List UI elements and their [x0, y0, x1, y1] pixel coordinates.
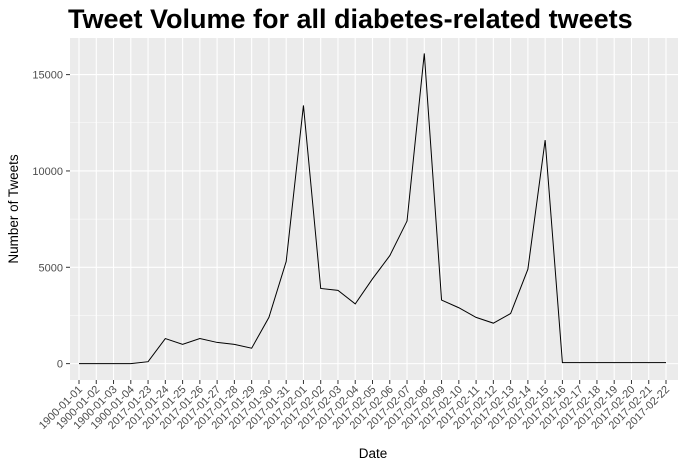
y-tick-label: 15000 [32, 70, 63, 82]
x-axis: 1900-01-011900-01-021900-01-031900-01-04… [37, 380, 672, 432]
series-line [79, 53, 666, 365]
chart-title: Tweet Volume for all diabetes-related tw… [68, 4, 633, 34]
y-axis-title: Number of Tweets [6, 154, 21, 264]
plot-panel [70, 38, 678, 380]
gridlines-minor [70, 122, 678, 316]
y-axis: 0 5000 10000 15000 [32, 70, 70, 371]
y-tick-label: 0 [57, 359, 63, 371]
x-axis-title: Date [359, 446, 388, 461]
gridlines-major [70, 38, 678, 380]
y-tick-label: 5000 [39, 262, 63, 274]
y-tick-label: 10000 [32, 166, 63, 178]
